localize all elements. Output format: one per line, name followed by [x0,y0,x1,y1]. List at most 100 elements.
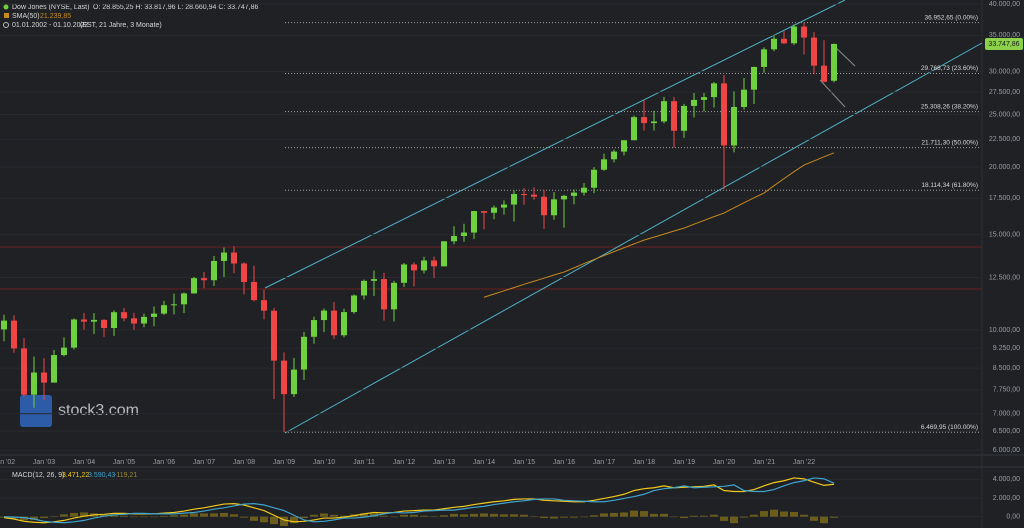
x-tick-label: Jan '10 [313,459,335,466]
candle-body [411,264,417,271]
histogram-bar [110,515,118,517]
histogram-bar [120,515,128,517]
histogram-bar [520,514,528,517]
histogram-bar [250,516,258,521]
fib-label: 6.469,95 (100.00%) [921,424,978,431]
histogram-bar [430,516,438,517]
candle-body [501,204,507,208]
fib-label: 25.308,26 (38.20%) [921,103,978,110]
candle-body [281,360,287,395]
candle-body [371,279,377,281]
histogram-bar [80,512,88,517]
histogram-bar [220,512,228,517]
watermark: stock3.com [20,395,139,427]
histogram-bar [180,514,188,517]
histogram-bar [800,514,808,517]
candle-body [711,83,717,98]
fib-label: 21.711,30 (50.00%) [921,139,978,146]
histogram-bar [610,512,618,517]
candle-body [51,355,57,383]
histogram-bar [140,516,148,518]
histogram-bar [530,516,538,517]
histogram-bar [750,514,758,517]
histogram-bar [460,514,468,517]
candle-body [111,312,117,329]
range-note: (EST, 21 Jahre, 3 Monate) [80,22,162,29]
candle-body [641,117,647,124]
clock-icon [3,22,9,28]
y-tick-label: 20.000,00 [989,164,1020,171]
y-tick-label: 15.000,00 [989,231,1020,238]
histogram-bar [270,516,278,525]
candle-body [811,37,817,66]
histogram-bar [510,514,518,517]
candle-body [301,336,307,370]
histogram-bar [660,513,668,517]
histogram-bar [640,511,648,517]
y-tick-label: 25.000,00 [989,111,1020,118]
histogram-bar [200,513,208,517]
last-price-badge [985,37,1023,50]
histogram-bar [290,516,298,524]
histogram-bar [260,516,268,523]
candle-body [581,187,587,193]
fib-label: 36.952,65 (0.00%) [925,14,978,21]
x-tick-label: Jan '11 [353,459,375,466]
histogram-bar [780,511,788,517]
candle-body [541,196,547,216]
candle-body [731,106,737,146]
x-tick-label: Jan '13 [433,459,455,466]
y-tick-label: 27.500,00 [989,89,1020,96]
candle-body [531,194,537,197]
candle-body [441,241,447,267]
histogram-bar [320,513,328,517]
date-range: 01.01.2002 - 01.10.2022 [12,22,88,29]
candle-body [361,280,367,296]
x-tick-label: Jan '18 [633,459,655,466]
candle-body [241,263,247,282]
y-tick-label: 17.500,00 [989,195,1020,202]
candle-body [451,236,457,242]
candle-body [1,320,7,330]
sma-icon [4,13,9,18]
candle-body [171,304,177,306]
histogram-bar [230,514,238,517]
x-tick-label: Jan '17 [593,459,615,466]
candle-body [181,293,187,305]
x-tick-label: Jan '15 [513,459,535,466]
histogram-bar [280,516,288,526]
candle-body [671,101,677,131]
candle-body [691,99,697,106]
macd-value: 3.471,22 [62,472,89,479]
candle-body [701,97,707,100]
signal-value: 3.590,43 [88,472,115,479]
macd-tick-label: 2.000,00 [993,495,1020,502]
histogram-bar [690,515,698,517]
y-tick-label: 10.000,00 [989,327,1020,334]
histogram-value: -119,21 [114,472,137,479]
histogram-bar [680,516,688,519]
candle-body [381,279,387,310]
candle-body [41,372,47,383]
histogram-bar [20,516,28,521]
histogram-bar [650,513,658,517]
histogram-bar [580,516,588,518]
histogram-bar [790,512,798,517]
candle-body [211,260,217,281]
histogram-bar [210,513,218,517]
histogram-bar [390,516,398,518]
candle-body [571,192,577,196]
y-tick-label: 40.000,00 [989,1,1020,8]
histogram-bar [150,516,158,518]
histogram-bar [570,516,578,518]
x-tick-label: Jan '03 [33,459,55,466]
histogram-bar [360,513,368,517]
candle-body [91,319,97,322]
x-tick-label: Jan '14 [473,459,495,466]
last-price-label: 33.747,86 [988,41,1019,48]
macd-tick-label: 0,00 [1006,514,1020,521]
histogram-bar [130,516,138,518]
histogram-bar [470,513,478,517]
candle-body [431,260,437,267]
candle-body [791,26,797,44]
